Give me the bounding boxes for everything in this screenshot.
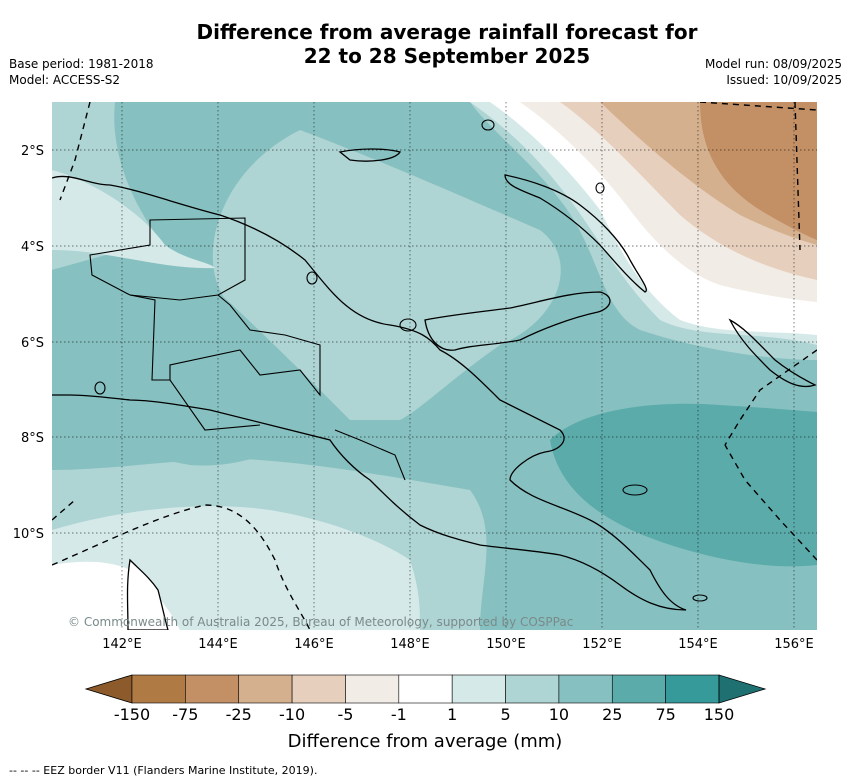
colorbar-tick-label: 5 — [500, 705, 510, 724]
contour-25-75-southeast — [550, 403, 817, 567]
new-ireland-coastline — [504, 174, 647, 293]
graticule — [52, 102, 817, 630]
contour-5-10-central — [212, 130, 561, 420]
colorbar-tick-label: 75 — [655, 705, 675, 724]
colorbar-extend-high — [718, 674, 767, 704]
lat-label: 4°S — [21, 240, 44, 255]
colorbar-segment — [345, 674, 400, 704]
colorbar — [84, 674, 767, 704]
lon-label: 154°E — [678, 637, 718, 652]
model-run-text: Model run: 08/09/2025 — [704, 57, 842, 71]
colorbar-tick-label: -10 — [279, 705, 305, 724]
lon-label: 150°E — [486, 637, 526, 652]
manus-island-coastline — [338, 148, 402, 162]
colorbar-title: Difference from average (mm) — [288, 731, 563, 752]
small-islands — [94, 119, 708, 602]
lon-label: 144°E — [198, 637, 238, 652]
map-panel: © Commonwealth of Australia 2025, Bureau… — [52, 102, 817, 630]
eez-legend-note: -- -- -- EEZ border V11 (Flanders Marine… — [9, 764, 317, 777]
latitude-labels: 2°S 4°S 6°S 8°S 10°S — [13, 144, 44, 542]
model-text: Model: ACCESS-S2 — [9, 73, 121, 87]
colorbar-segment — [558, 674, 613, 704]
cape-york-coastline — [126, 558, 169, 630]
contour-25-75-west — [52, 240, 350, 466]
colorbar-extend-low — [84, 674, 133, 704]
eez-borders — [52, 102, 817, 630]
colorbar-tick-label: -25 — [226, 705, 252, 724]
colorbar-tick-label: -5 — [337, 705, 353, 724]
colorbar-tick-label: 1 — [447, 705, 457, 724]
new-guinea-coastline — [52, 175, 687, 611]
colorbar-tick-label: 25 — [602, 705, 622, 724]
contour-1-5-northwest — [52, 170, 215, 269]
base-period-text: Base period: 1981-2018 — [9, 57, 154, 71]
colorbar-segment — [611, 674, 666, 704]
colorbar-tick-label: 150 — [704, 705, 735, 724]
lon-label: 142°E — [102, 637, 142, 652]
lat-label: 6°S — [21, 336, 44, 351]
title-line-1: Difference from average rainfall forecas… — [196, 20, 698, 44]
map-title: Difference from average rainfall forecas… — [0, 20, 850, 68]
copyright-credit: © Commonwealth of Australia 2025, Bureau… — [68, 615, 573, 629]
title-line-2: 22 to 28 September 2025 — [303, 44, 591, 68]
colorbar-tick-labels: -150 -75 -25 -10 -5 -1 1 5 10 25 75 150 — [114, 705, 734, 724]
colorbar-segment — [451, 674, 506, 704]
lat-label: 2°S — [21, 144, 44, 159]
colorbar-segment — [291, 674, 346, 704]
colorbar-tick-label: 10 — [549, 705, 569, 724]
lon-label: 152°E — [582, 637, 622, 652]
lon-label: 146°E — [294, 637, 334, 652]
colorbar-segment — [505, 674, 560, 704]
colorbar-segment — [238, 674, 293, 704]
longitude-labels: 142°E 144°E 146°E 148°E 150°E 152°E 154°… — [102, 637, 814, 652]
province-borders — [89, 217, 406, 481]
colorbar-segment — [665, 674, 720, 704]
colorbar-tick-label: -75 — [172, 705, 198, 724]
lat-label: 10°S — [13, 527, 44, 542]
model-info: Base period: 1981-2018 Model: ACCESS-S2 — [9, 56, 154, 88]
colorbar-segment — [131, 674, 186, 704]
colorbar-segment — [185, 674, 240, 704]
run-info: Model run: 08/09/2025 Issued: 10/09/2025 — [705, 56, 842, 88]
colorbar-tick-label: -1 — [391, 705, 407, 724]
lat-label: 8°S — [21, 431, 44, 446]
contour-dry-minus75-minus25 — [700, 102, 817, 240]
issued-text: Issued: 10/09/2025 — [726, 73, 842, 87]
colorbar-tick-label: -150 — [114, 705, 150, 724]
new-britain-coastline — [424, 291, 611, 351]
bougainville-coastline — [728, 318, 817, 388]
lon-label: 148°E — [390, 637, 430, 652]
colorbar-segment — [398, 674, 453, 704]
lon-label: 156°E — [774, 637, 814, 652]
